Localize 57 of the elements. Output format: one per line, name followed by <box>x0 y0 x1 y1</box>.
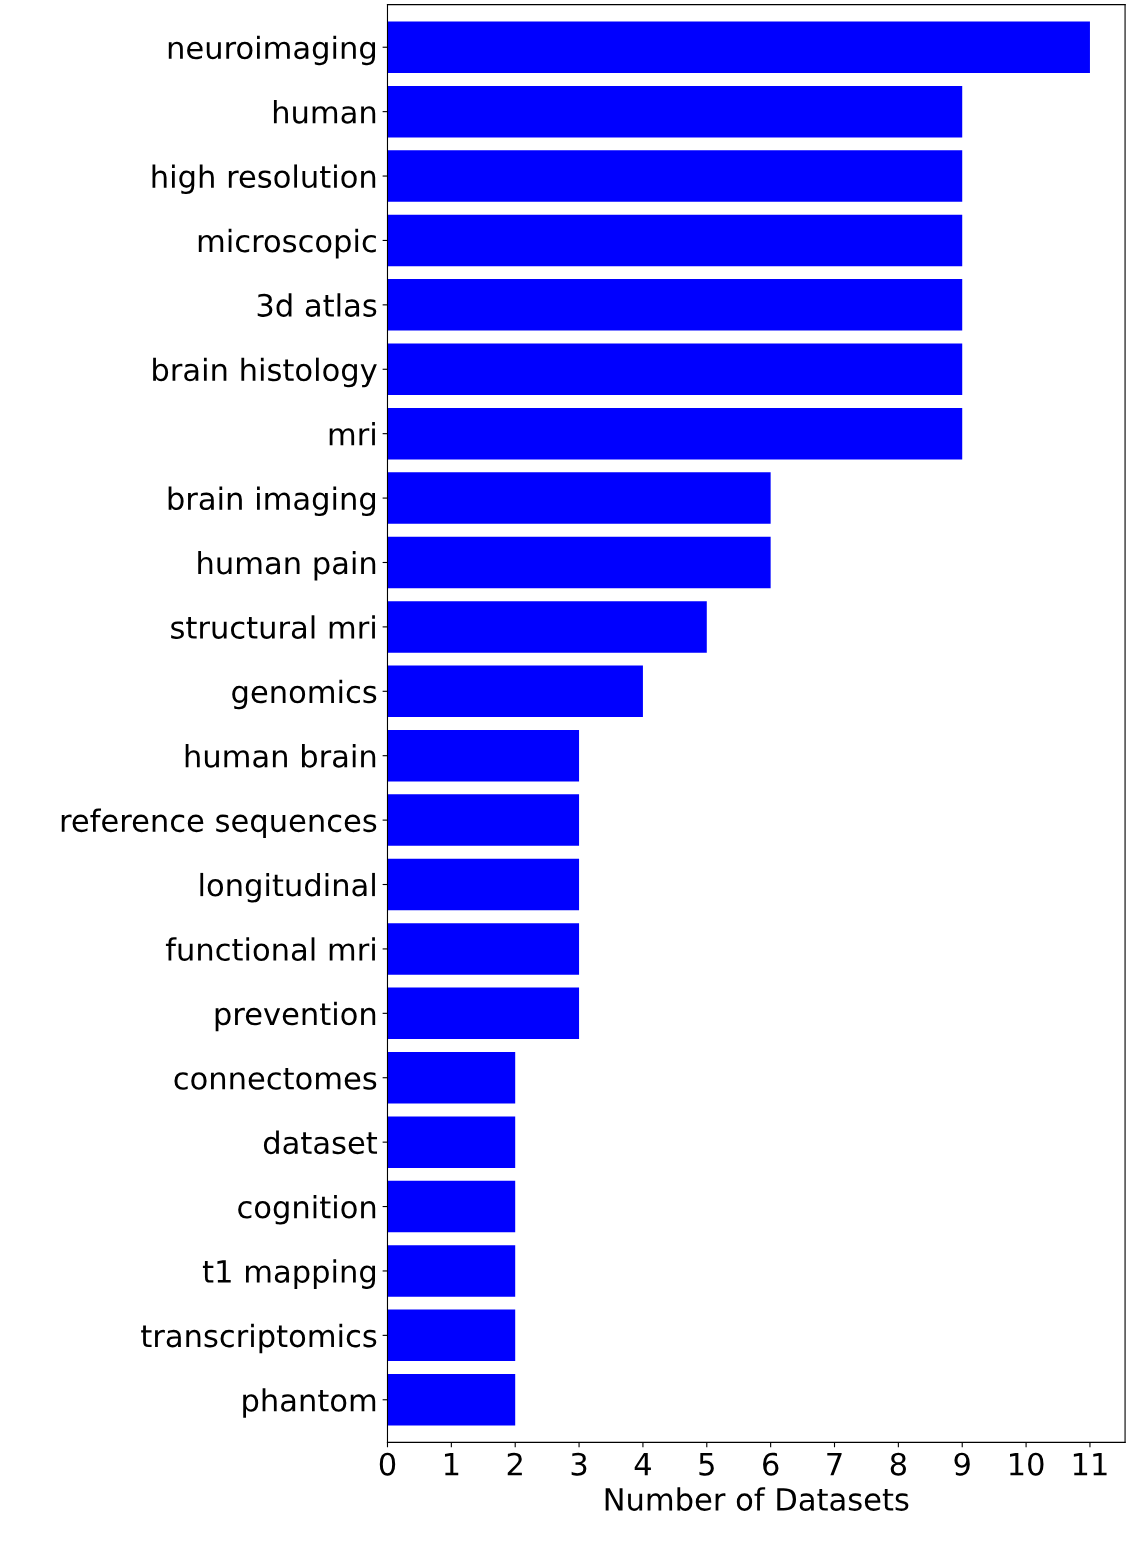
x-tick-label: 0 <box>379 1452 396 1476</box>
y-tick-label: connectomes <box>174 1067 377 1090</box>
bar <box>387 21 1090 73</box>
y-tick-label: t1 mapping <box>202 1259 375 1289</box>
bar <box>387 214 963 267</box>
bar <box>387 601 707 653</box>
x-tick-label: 9 <box>954 1452 970 1476</box>
y-tick-label: structural mri <box>171 615 375 639</box>
bar <box>387 1051 516 1104</box>
y-tick-label: microscopic <box>198 228 376 259</box>
x-tick-label: 3 <box>571 1452 587 1476</box>
y-tick-label: brain histology <box>153 357 377 388</box>
x-tick-label: 1 <box>444 1453 459 1476</box>
bar <box>387 987 580 1040</box>
y-tick-label: neuroimaging <box>168 35 375 66</box>
y-tick-label: 3d atlas <box>257 293 377 317</box>
bar <box>387 150 963 202</box>
y-tick-label: mri <box>329 422 375 446</box>
bar <box>387 407 963 460</box>
y-tick-label: human pain <box>198 550 376 581</box>
x-axis-title: Number of Datasets <box>605 1487 909 1511</box>
x-tick-label: 2 <box>507 1452 522 1476</box>
bar <box>387 536 771 589</box>
bar <box>387 1374 516 1426</box>
bar <box>387 279 963 331</box>
bar <box>387 1245 516 1297</box>
y-tick-label: human <box>273 100 376 124</box>
bar <box>387 1309 516 1362</box>
x-tick-label: 6 <box>763 1452 779 1476</box>
y-tick-label: reference sequences <box>61 808 377 839</box>
y-tick-label: longitudinal <box>200 872 375 903</box>
y-tick-label: cognition <box>238 1194 376 1225</box>
y-tick-label: dataset <box>263 1130 378 1155</box>
x-tick-label: 10 <box>1010 1452 1044 1476</box>
x-tick-label: 4 <box>634 1453 651 1476</box>
y-tick-label: high resolution <box>152 164 376 195</box>
x-tick-label: 11 <box>1073 1453 1107 1476</box>
y-tick-label: prevention <box>215 1001 376 1032</box>
bar <box>387 1116 516 1168</box>
y-tick-label: genomics <box>232 679 377 710</box>
y-tick-label: human brain <box>185 744 376 768</box>
y-tick-label: functional mri <box>165 937 375 961</box>
x-tick-label: 5 <box>699 1453 714 1476</box>
bar <box>387 472 771 524</box>
bar <box>387 794 580 846</box>
y-tick-label: transcriptomics <box>141 1323 377 1354</box>
bar <box>387 923 580 975</box>
y-tick-label: phantom <box>243 1388 376 1418</box>
x-tick-label: 8 <box>890 1452 906 1476</box>
bar <box>387 729 580 782</box>
bar <box>387 343 963 396</box>
bar <box>387 858 580 911</box>
x-tick-label: 7 <box>827 1453 842 1476</box>
bar <box>387 665 643 718</box>
bar <box>387 85 963 138</box>
y-tick-label: brain imaging <box>168 486 375 517</box>
bar <box>387 1180 516 1233</box>
